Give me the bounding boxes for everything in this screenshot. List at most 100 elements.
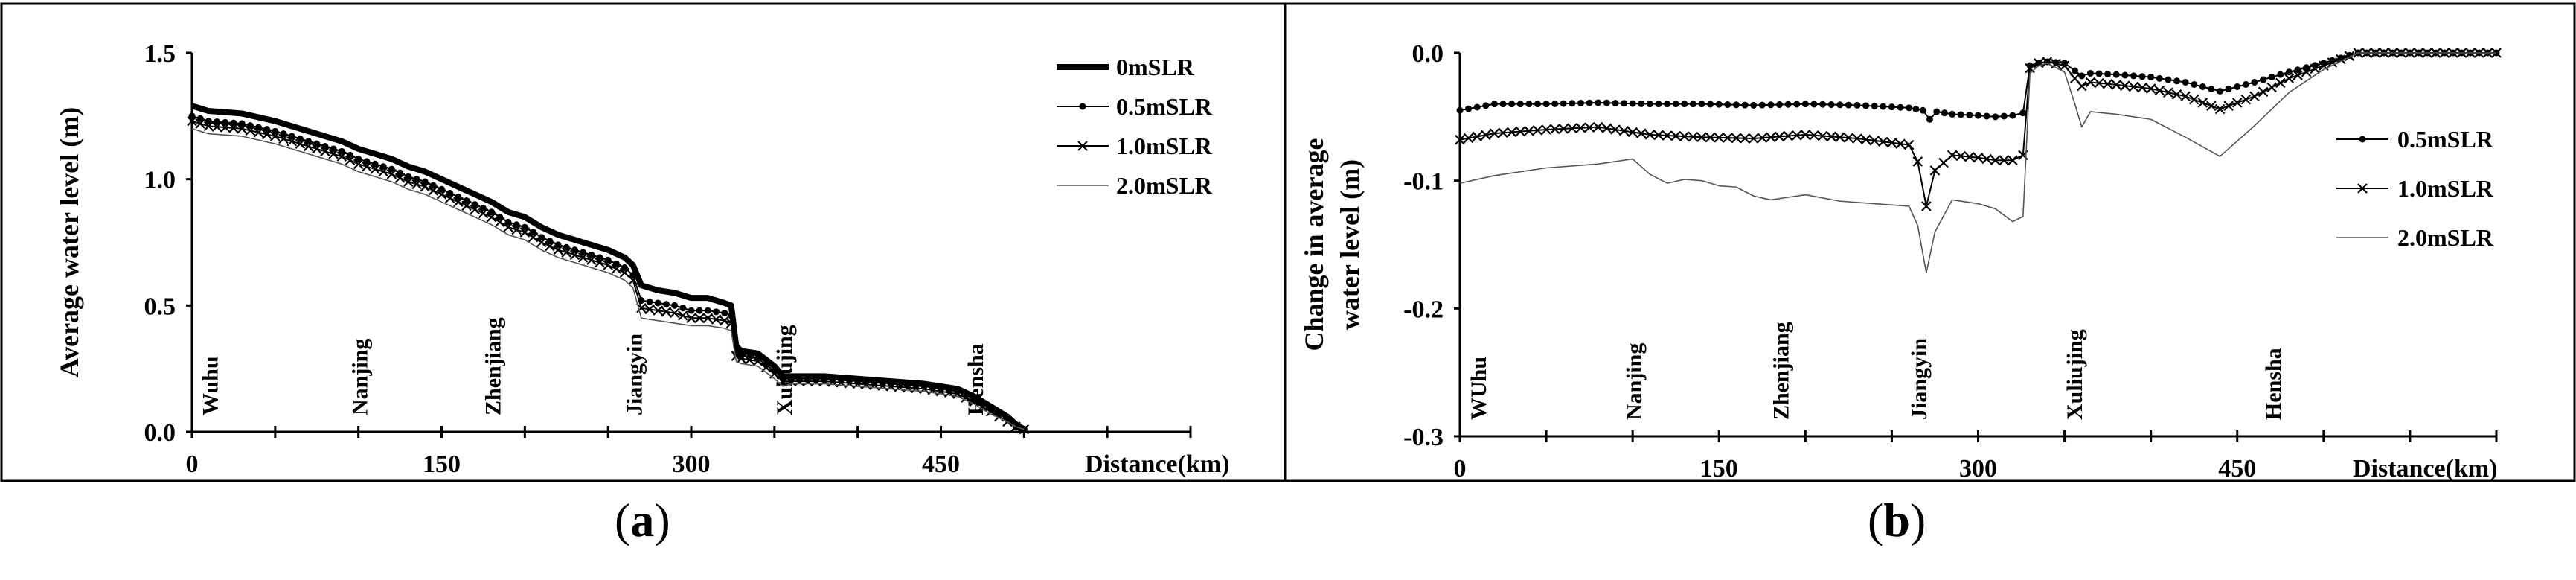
point-marker xyxy=(2242,80,2249,88)
station-label: Jiangyin xyxy=(623,334,647,415)
point-marker xyxy=(1698,101,1705,108)
series-2.0mSLR xyxy=(1459,52,2496,274)
point-marker xyxy=(386,169,397,179)
point-marker xyxy=(2009,112,2016,119)
point-marker xyxy=(1964,151,1975,162)
point-marker xyxy=(2085,77,2096,88)
point-marker xyxy=(303,141,314,152)
legend-label: 0.5mSLR xyxy=(1116,93,1213,120)
panel-b-caption: (b) xyxy=(1868,494,1926,546)
point-marker xyxy=(546,238,554,245)
point-marker xyxy=(478,208,489,219)
point-marker xyxy=(521,223,528,231)
point-marker xyxy=(2234,83,2241,90)
legend-label: 2.0mSLR xyxy=(2397,224,2494,251)
point-marker xyxy=(2214,103,2226,115)
station-label: Nanjing xyxy=(1622,343,1647,420)
point-marker xyxy=(463,197,470,205)
point-marker xyxy=(2095,70,2103,77)
point-marker xyxy=(1534,101,1541,108)
point-marker xyxy=(1834,132,1845,143)
point-marker xyxy=(1990,155,2001,165)
point-marker xyxy=(1941,109,1948,117)
point-marker xyxy=(1827,101,1835,109)
point-marker xyxy=(1912,106,1920,113)
point-marker xyxy=(1852,133,1862,144)
point-marker xyxy=(1947,150,1958,161)
point-marker xyxy=(1906,104,1913,112)
point-marker xyxy=(1801,101,1809,108)
point-marker xyxy=(2094,77,2104,89)
point-marker xyxy=(611,264,622,274)
point-marker xyxy=(2111,80,2122,90)
point-marker xyxy=(1672,101,1679,108)
point-marker xyxy=(2137,83,2147,93)
point-marker xyxy=(2225,85,2232,92)
point-marker xyxy=(1741,101,1749,109)
point-marker xyxy=(429,182,437,189)
point-marker xyxy=(1655,101,1662,108)
point-marker xyxy=(2051,58,2061,69)
point-marker xyxy=(1903,139,1915,150)
point-marker xyxy=(627,275,638,286)
point-marker xyxy=(721,310,728,317)
point-marker xyxy=(1618,125,1630,136)
point-marker xyxy=(446,189,454,197)
point-marker xyxy=(595,257,605,268)
point-marker xyxy=(2223,101,2234,112)
point-marker xyxy=(2258,86,2269,98)
point-marker xyxy=(345,155,356,165)
point-marker xyxy=(2217,88,2224,95)
point-marker xyxy=(654,299,661,307)
point-marker xyxy=(2078,72,2086,80)
point-marker xyxy=(1525,101,1533,108)
point-marker xyxy=(1929,165,1941,176)
point-marker xyxy=(696,307,703,314)
point-marker xyxy=(569,249,580,261)
point-marker xyxy=(577,252,589,263)
point-marker xyxy=(1809,130,1819,141)
point-marker xyxy=(1975,112,1981,119)
point-marker xyxy=(2231,98,2243,108)
point-marker xyxy=(704,307,711,314)
point-marker xyxy=(388,165,395,173)
point-marker xyxy=(1714,133,1725,143)
point-marker xyxy=(296,135,304,142)
point-marker xyxy=(528,232,539,243)
point-marker xyxy=(1784,101,1792,108)
point-marker xyxy=(2191,80,2198,88)
point-marker xyxy=(586,255,597,266)
point-marker xyxy=(1541,124,1551,135)
point-marker xyxy=(1644,130,1656,140)
y-tick-label: 1.0 xyxy=(144,167,176,194)
point-marker xyxy=(1766,132,1776,143)
point-marker xyxy=(188,112,196,120)
legend: 0mSLR 0.5mSLR 1.0mSLR 2.0mSLR xyxy=(1057,54,1213,199)
series-line xyxy=(1459,52,2496,274)
point-marker xyxy=(461,200,472,211)
point-marker xyxy=(2120,80,2130,91)
point-marker xyxy=(1983,112,1990,120)
point-marker xyxy=(629,272,637,279)
station-label: Jiangyin xyxy=(1907,338,1932,420)
point-marker xyxy=(336,151,347,162)
point-marker xyxy=(1577,100,1585,107)
series-1.0mSLR xyxy=(1455,48,2502,211)
point-marker xyxy=(420,182,430,192)
point-marker xyxy=(1819,101,1827,108)
point-marker xyxy=(436,189,447,200)
legend-item: 1.0mSLR xyxy=(2336,175,2494,202)
point-marker xyxy=(455,193,462,200)
point-marker xyxy=(488,208,496,216)
point-marker xyxy=(1845,101,1852,109)
point-marker xyxy=(1817,130,1828,141)
point-marker xyxy=(2251,78,2258,86)
chart-panel-a: 0 150 300 450 0.0 0.5 1.0 1.5 Distance(km) Averag… xyxy=(54,40,1230,478)
station-label: WUhu xyxy=(1467,357,1491,420)
point-marker xyxy=(2147,74,2155,81)
point-marker xyxy=(195,118,205,129)
point-marker xyxy=(969,396,980,407)
point-marker xyxy=(1843,133,1854,143)
point-marker xyxy=(2072,67,2079,74)
point-marker xyxy=(295,138,306,149)
